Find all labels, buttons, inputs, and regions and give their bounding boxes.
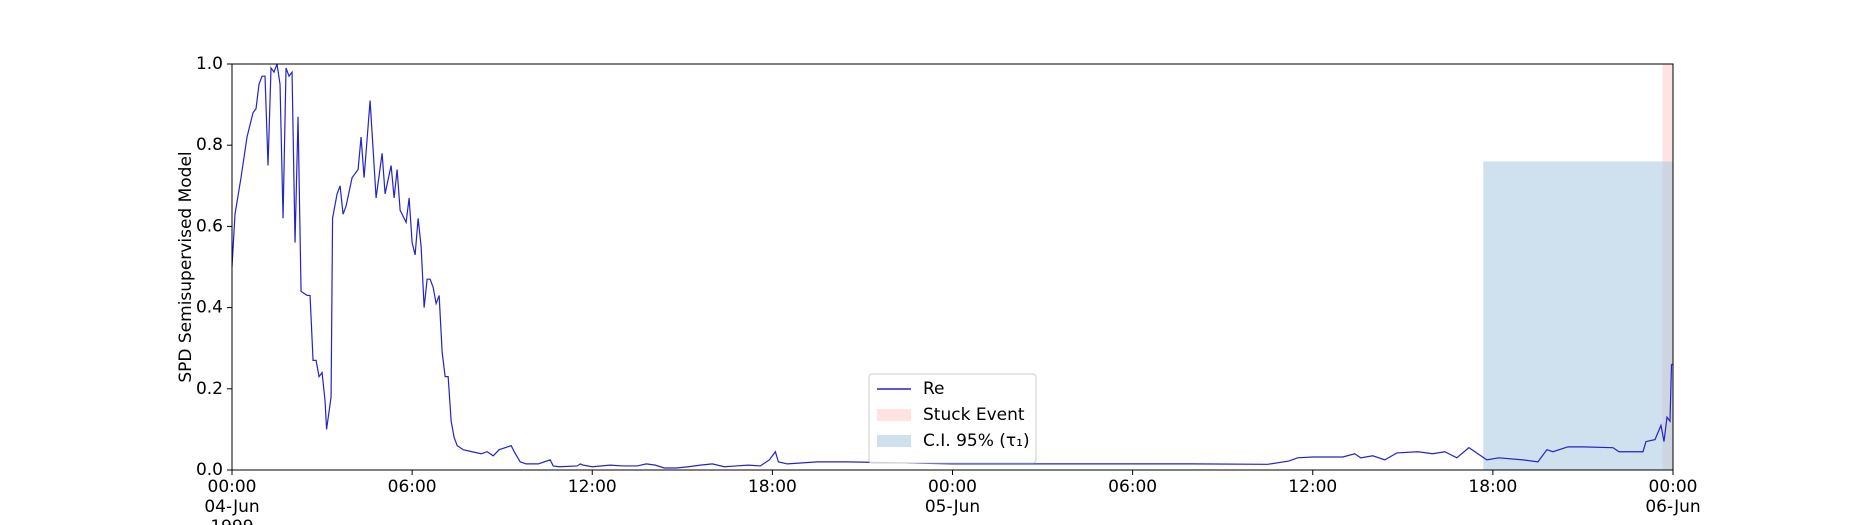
y-tick-label: 1.0 (196, 54, 223, 74)
y-tick-label: 0.0 (196, 460, 223, 480)
x-tick-label: 18:00 (748, 477, 797, 497)
y-axis-label: SPD Semisupervised Model (176, 151, 196, 382)
legend-label: C.I. 95% (τ₁) (923, 431, 1030, 451)
y-tick-label: 0.8 (196, 135, 223, 155)
legend-swatch (877, 409, 911, 421)
y-tick-label: 0.2 (196, 379, 223, 399)
x-tick-label: 12:00 (1288, 477, 1337, 497)
legend-label: Stuck Event (923, 405, 1025, 425)
x-tick-label: 00:00 05-Jun (925, 477, 980, 517)
line (231, 63, 1673, 469)
span (1483, 161, 1673, 470)
y-tick-label: 0.4 (196, 298, 223, 318)
x-tick-label: 12:00 (568, 477, 617, 497)
x-tick-label: 00:00 06-Jun (1645, 477, 1700, 517)
x-tick-label: 06:00 (388, 477, 437, 497)
x-tick-label: 18:00 (1468, 477, 1517, 497)
y-tick-label: 0.6 (196, 216, 223, 236)
x-tick-label: 06:00 (1108, 477, 1157, 497)
legend-label: Re (923, 379, 945, 399)
legend-swatch (877, 435, 911, 447)
